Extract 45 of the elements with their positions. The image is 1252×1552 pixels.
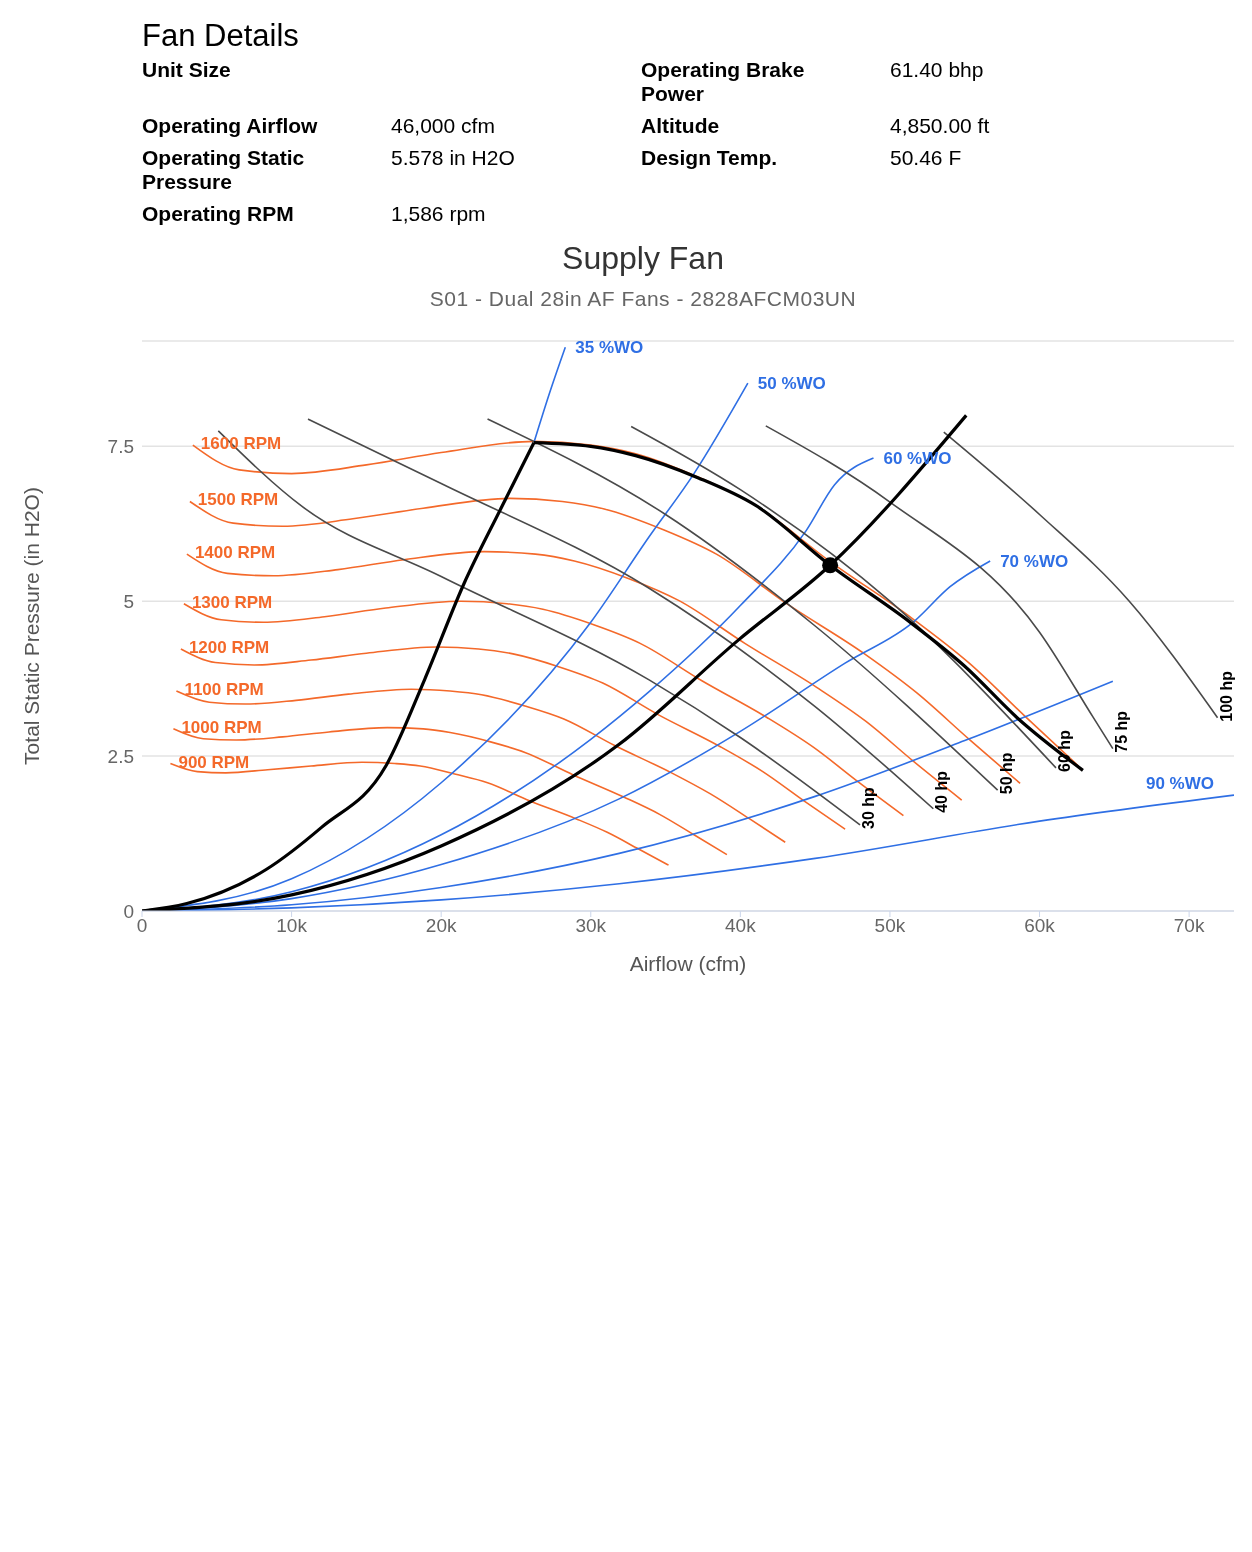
text: 1,586 rpm xyxy=(391,202,487,226)
x-tick-label: 50k xyxy=(874,915,906,937)
text: Operating Brake Power xyxy=(641,58,806,106)
y-tick-label: 2.5 xyxy=(107,745,134,767)
x-tick-label: 30k xyxy=(575,915,607,937)
series-label: 1000 RPM xyxy=(181,717,262,737)
text: Operating Static Pressure xyxy=(142,146,306,194)
text: 4,850.00 ft xyxy=(890,114,991,138)
x-tick-label: 60k xyxy=(1024,915,1056,937)
y-tick-label: 0 xyxy=(123,900,134,922)
x-tick-label: 20k xyxy=(425,915,457,937)
y-axis-title: Total Static Pressure (in H2O) xyxy=(20,487,44,765)
x-axis-title: Airflow (cfm) xyxy=(629,952,747,975)
y-tick-label: 5 xyxy=(123,590,134,612)
x-tick-label: 10k xyxy=(276,915,308,937)
text: Altitude xyxy=(641,114,721,138)
series-label: 70 %WO xyxy=(1000,551,1069,571)
series-label: 90 %WO xyxy=(1145,774,1214,794)
series-label: 1400 RPM xyxy=(194,543,276,563)
series-label: 1100 RPM xyxy=(184,680,264,700)
y-tick-label: 7.5 xyxy=(107,436,134,458)
chart-subtitle: S01 - Dual 28in AF Fans - 2828AFCM03UN xyxy=(428,287,858,311)
series-label: 35 %WO xyxy=(575,338,644,358)
series-label: 50 %WO xyxy=(757,374,826,394)
series-label: 1300 RPM xyxy=(191,592,273,612)
chart-title: Supply Fan xyxy=(561,240,725,277)
text: Fan Details xyxy=(142,18,300,54)
text: Design Temp. xyxy=(641,146,779,171)
text: Operating RPM xyxy=(142,202,295,226)
text: 46,000 cfm xyxy=(391,114,496,138)
series-label: 1200 RPM xyxy=(188,637,270,657)
text: 30 hp xyxy=(860,786,878,829)
text: 100 hp xyxy=(1217,670,1235,722)
text: 61.40 bhp xyxy=(890,58,985,83)
text: 40 hp xyxy=(933,770,951,813)
series-label: 1500 RPM xyxy=(197,490,279,510)
text: 5.578 in H2O xyxy=(391,146,516,171)
text: Operating Airflow xyxy=(142,114,319,138)
x-tick-label: 40k xyxy=(725,915,757,937)
text: 75 hp xyxy=(1112,710,1130,753)
series-label: 900 RPM xyxy=(178,752,250,772)
text: 50.46 F xyxy=(890,146,963,171)
text: Unit Size xyxy=(142,58,232,83)
x-tick-label: 70k xyxy=(1173,915,1205,937)
text: 50 hp xyxy=(997,752,1015,795)
